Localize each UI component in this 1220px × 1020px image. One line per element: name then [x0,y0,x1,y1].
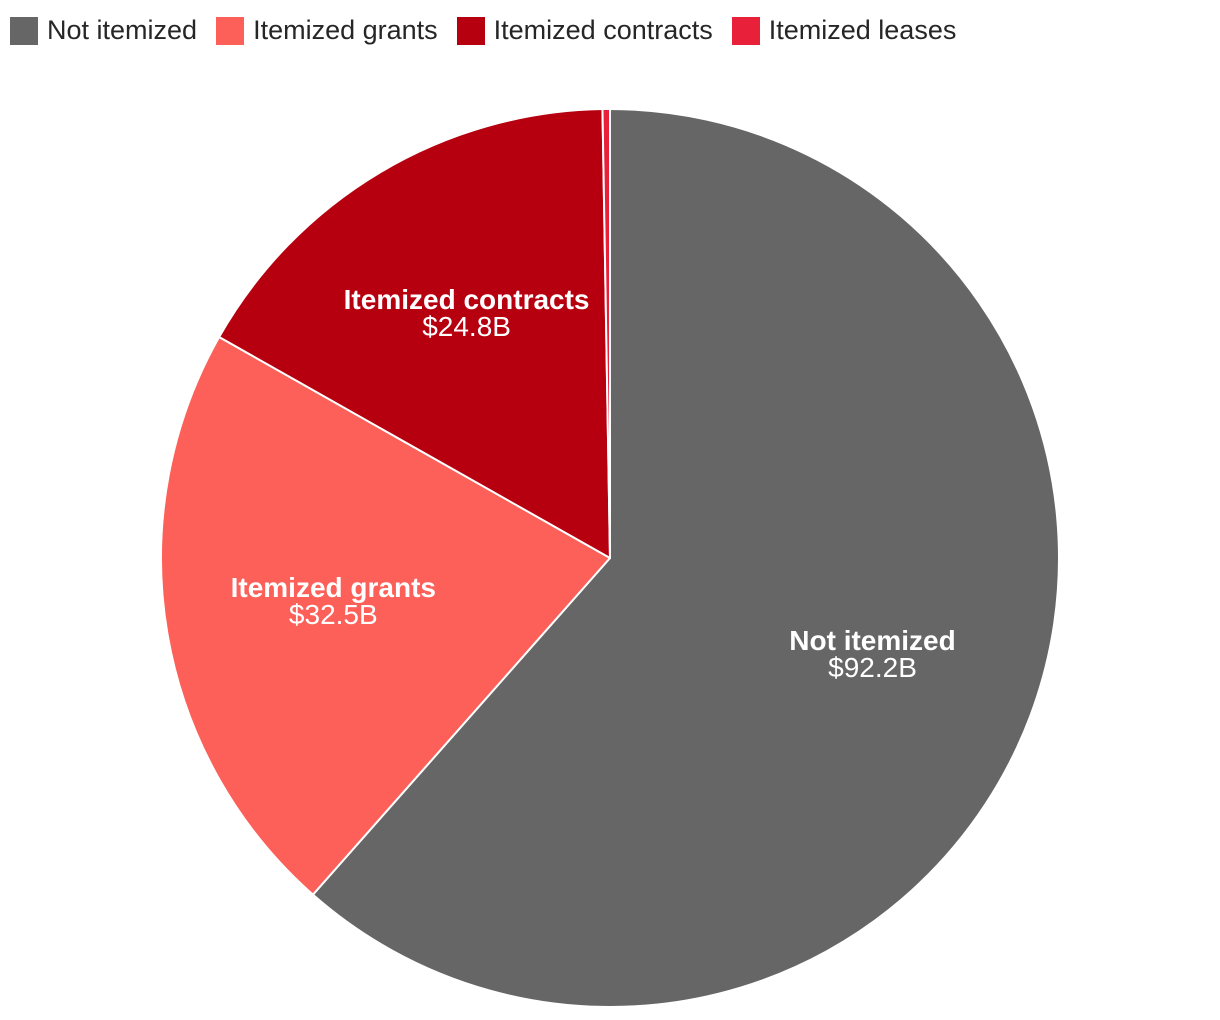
svg-text:$32.5B: $32.5B [289,599,378,630]
svg-text:$92.2B: $92.2B [828,652,917,683]
svg-text:$24.8B: $24.8B [422,311,511,342]
